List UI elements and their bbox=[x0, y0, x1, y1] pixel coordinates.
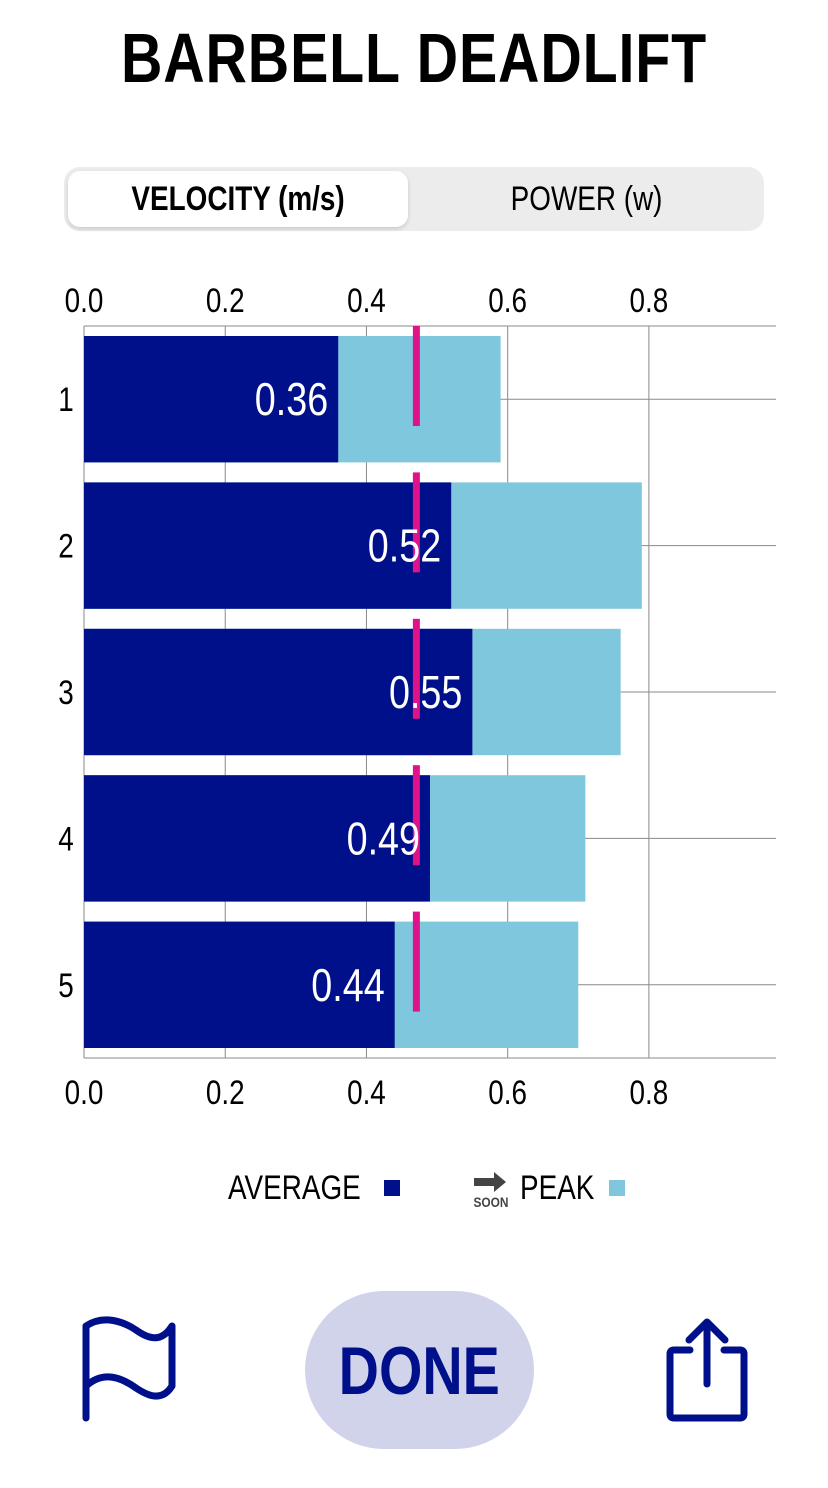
page-title: BARBELL DEADLIFT bbox=[120, 19, 708, 97]
flag-button[interactable] bbox=[76, 1316, 180, 1424]
y-category-label: 3 bbox=[58, 673, 74, 711]
average-bar bbox=[84, 336, 339, 463]
average-value-label: 0.36 bbox=[255, 374, 328, 425]
x-tick-label-top: 0.4 bbox=[347, 281, 386, 319]
share-button[interactable] bbox=[662, 1316, 752, 1424]
x-tick-label-bottom: 0.8 bbox=[630, 1073, 669, 1111]
tab-velocity-label: VELOCITY (m/s) bbox=[131, 180, 345, 218]
x-tick-label-top: 0.2 bbox=[206, 281, 245, 319]
legend-average-swatch bbox=[383, 1180, 400, 1196]
average-bar bbox=[84, 921, 395, 1048]
x-tick-label-bottom: 0.4 bbox=[347, 1073, 386, 1111]
target-marker bbox=[412, 618, 420, 719]
average-value-label: 0.52 bbox=[368, 520, 441, 571]
x-tick-label-bottom: 0.6 bbox=[488, 1073, 527, 1111]
done-button[interactable]: DONE bbox=[305, 1291, 534, 1449]
tab-velocity[interactable]: VELOCITY (m/s) bbox=[68, 171, 408, 227]
soon-badge: SOON bbox=[468, 1168, 514, 1212]
metric-toggle: VELOCITY (m/s) POWER (w) bbox=[64, 167, 764, 231]
target-marker bbox=[412, 911, 420, 1012]
tab-power-label: POWER (w) bbox=[511, 180, 663, 218]
x-tick-label-top: 0.6 bbox=[488, 281, 527, 319]
tab-power[interactable]: POWER (w) bbox=[414, 171, 760, 227]
average-value-label: 0.44 bbox=[311, 959, 384, 1010]
legend-peak-swatch bbox=[608, 1180, 625, 1196]
done-button-label: DONE bbox=[338, 1333, 501, 1409]
average-value-label: 0.49 bbox=[347, 813, 420, 864]
soon-label: SOON bbox=[473, 1194, 509, 1210]
y-category-label: 1 bbox=[58, 381, 74, 419]
average-bar bbox=[84, 628, 473, 756]
chart-labels: 0.0 0.0 0.2 0.2 0.4 0.4 0.6 0.6 0.8 0.8 1 0.36 2 0.52… bbox=[58, 281, 668, 1111]
x-tick-label-bottom: 0.0 bbox=[65, 1073, 104, 1111]
average-value-label: 0.55 bbox=[389, 666, 462, 717]
target-marker bbox=[412, 472, 420, 573]
share-icon bbox=[666, 1318, 748, 1422]
y-category-label: 4 bbox=[58, 820, 74, 858]
legend-peak-label: PEAK bbox=[520, 1169, 595, 1207]
x-tick-label-top: 0.8 bbox=[630, 281, 669, 319]
legend-peak: PEAK bbox=[520, 1163, 625, 1213]
legend-average-label: AVERAGE bbox=[228, 1169, 361, 1207]
average-bar bbox=[84, 482, 452, 609]
x-tick-label-top: 0.0 bbox=[65, 281, 104, 319]
y-category-label: 5 bbox=[58, 966, 74, 1004]
arrow-right-icon bbox=[474, 1172, 506, 1192]
target-marker bbox=[412, 765, 420, 866]
y-category-label: 2 bbox=[58, 527, 74, 565]
chart-target-markers bbox=[412, 326, 420, 1012]
target-marker bbox=[412, 326, 420, 426]
legend-average: AVERAGE bbox=[228, 1163, 400, 1213]
x-tick-label-bottom: 0.2 bbox=[206, 1073, 245, 1111]
velocity-chart: 0.0 0.0 0.2 0.2 0.4 0.4 0.6 0.6 0.8 0.8 1 0.36 2 0.52… bbox=[58, 281, 776, 1112]
chart-bars bbox=[84, 336, 642, 1048]
flag-icon bbox=[82, 1316, 176, 1422]
average-bar bbox=[84, 775, 430, 902]
